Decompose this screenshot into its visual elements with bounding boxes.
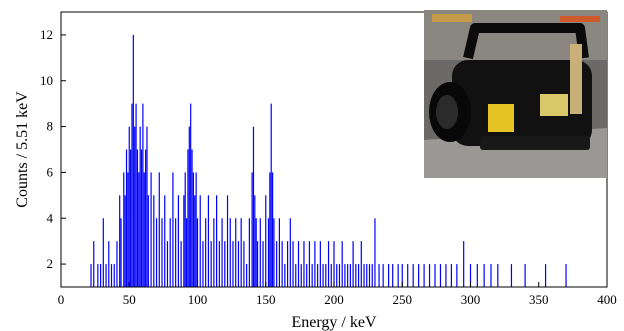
- inset-orange-object: [560, 16, 600, 22]
- x-tick-label: 100: [188, 292, 208, 307]
- x-tick-label: 300: [461, 292, 481, 307]
- y-tick-label: 8: [47, 119, 54, 134]
- x-axis-label: Energy / keV: [291, 314, 376, 331]
- y-axis-ticks: 2 4 6 8 10 12: [40, 27, 66, 271]
- x-tick-label: 200: [324, 292, 344, 307]
- device-warning-label: [488, 104, 514, 132]
- x-tick-label: 0: [58, 292, 65, 307]
- x-tick-label: 150: [256, 292, 276, 307]
- y-tick-label: 12: [40, 27, 53, 42]
- x-tick-label: 250: [393, 292, 413, 307]
- device-handle: [463, 23, 589, 60]
- device-lens: [436, 95, 458, 129]
- x-tick-label: 400: [597, 292, 617, 307]
- y-tick-label: 10: [40, 73, 53, 88]
- y-tick-label: 4: [47, 210, 54, 225]
- y-axis-label: Counts / 5.51 keV: [14, 91, 31, 208]
- x-axis-ticks: 0 50 100 150 200 250 300 350 400: [58, 282, 617, 307]
- inset-photo: [424, 10, 607, 178]
- y-tick-label: 6: [47, 164, 54, 179]
- device-side-label: [570, 44, 582, 114]
- y-tick-label: 2: [47, 256, 54, 271]
- device-body: [452, 60, 592, 146]
- device-stand: [480, 136, 590, 150]
- inset-shelf: [432, 14, 472, 22]
- device-sticker: [540, 94, 568, 116]
- x-tick-label: 50: [123, 292, 136, 307]
- histogram-bars: [90, 34, 567, 287]
- x-tick-label: 350: [529, 292, 549, 307]
